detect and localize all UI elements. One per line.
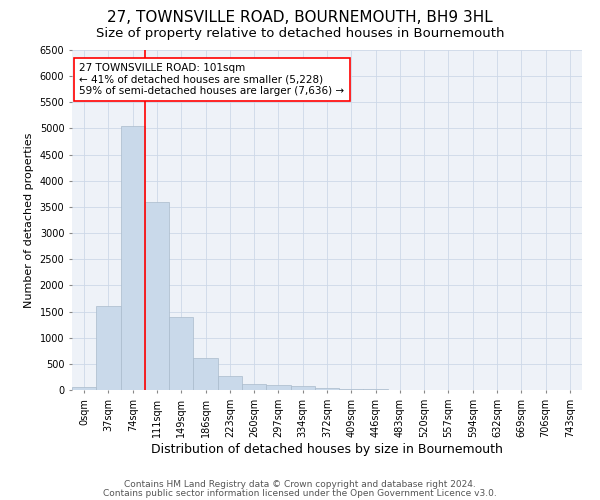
Bar (96, 306, 121, 390)
Text: Contains HM Land Registry data © Crown copyright and database right 2024.: Contains HM Land Registry data © Crown c… (124, 480, 476, 489)
Text: Contains public sector information licensed under the Open Government Licence v3: Contains public sector information licen… (103, 488, 497, 498)
Bar (72, 388, 96, 390)
Bar (266, 385, 290, 390)
Y-axis label: Number of detached properties: Number of detached properties (24, 132, 34, 308)
Bar (193, 358, 218, 390)
Text: Size of property relative to detached houses in Bournemouth: Size of property relative to detached ho… (96, 28, 504, 40)
Bar (315, 388, 339, 390)
Bar (169, 317, 193, 390)
Text: 27, TOWNSVILLE ROAD, BOURNEMOUTH, BH9 3HL: 27, TOWNSVILLE ROAD, BOURNEMOUTH, BH9 3H… (107, 10, 493, 25)
Bar (242, 384, 266, 390)
Bar (218, 376, 242, 390)
Bar (121, 126, 145, 390)
X-axis label: Distribution of detached houses by size in Bournemouth: Distribution of detached houses by size … (151, 442, 503, 456)
Text: 27 TOWNSVILLE ROAD: 101sqm
← 41% of detached houses are smaller (5,228)
59% of s: 27 TOWNSVILLE ROAD: 101sqm ← 41% of deta… (79, 63, 344, 96)
Bar (290, 386, 315, 390)
Bar (145, 202, 169, 390)
